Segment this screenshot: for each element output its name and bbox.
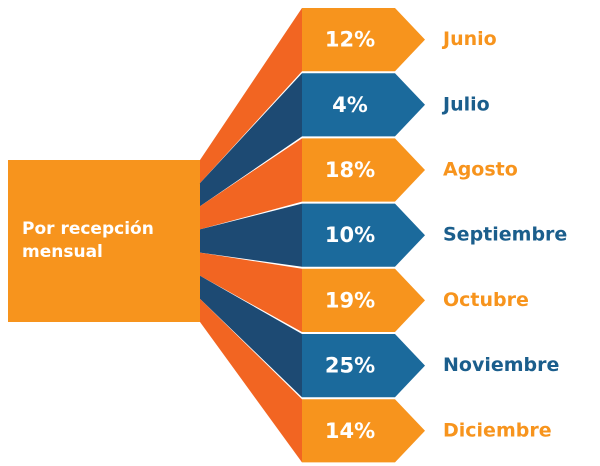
- percent: 18%: [325, 158, 375, 182]
- arrow-box: [302, 73, 425, 137]
- arrow-box: [302, 8, 425, 72]
- percent: 14%: [325, 419, 375, 443]
- month-label: Diciembre: [443, 419, 552, 441]
- percent: 25%: [325, 354, 375, 378]
- month-label: Junio: [441, 28, 497, 50]
- percent: 4%: [332, 93, 368, 117]
- center-label: mensual: [22, 242, 103, 262]
- arrow-box: [302, 203, 425, 267]
- month-label: Noviembre: [443, 354, 559, 376]
- arrow-box: [302, 268, 425, 332]
- connector: [200, 138, 302, 230]
- arrow-box: [302, 138, 425, 202]
- month-label: Agosto: [443, 159, 518, 181]
- percent: 10%: [325, 223, 375, 247]
- month-label: Julio: [441, 93, 490, 115]
- connector: [200, 298, 302, 463]
- month-label: Septiembre: [443, 224, 567, 246]
- percent: 12%: [325, 28, 375, 52]
- center-label: Por recepción: [22, 219, 154, 239]
- percent: 19%: [325, 288, 375, 312]
- connector: [200, 8, 302, 184]
- connector: [200, 203, 302, 267]
- connector: [200, 275, 302, 398]
- connector: [200, 252, 302, 332]
- center-box: [8, 160, 200, 322]
- arrow-box: [302, 334, 425, 398]
- arrow-box: [302, 399, 425, 463]
- connector: [200, 73, 302, 207]
- month-label: Octubre: [443, 289, 529, 311]
